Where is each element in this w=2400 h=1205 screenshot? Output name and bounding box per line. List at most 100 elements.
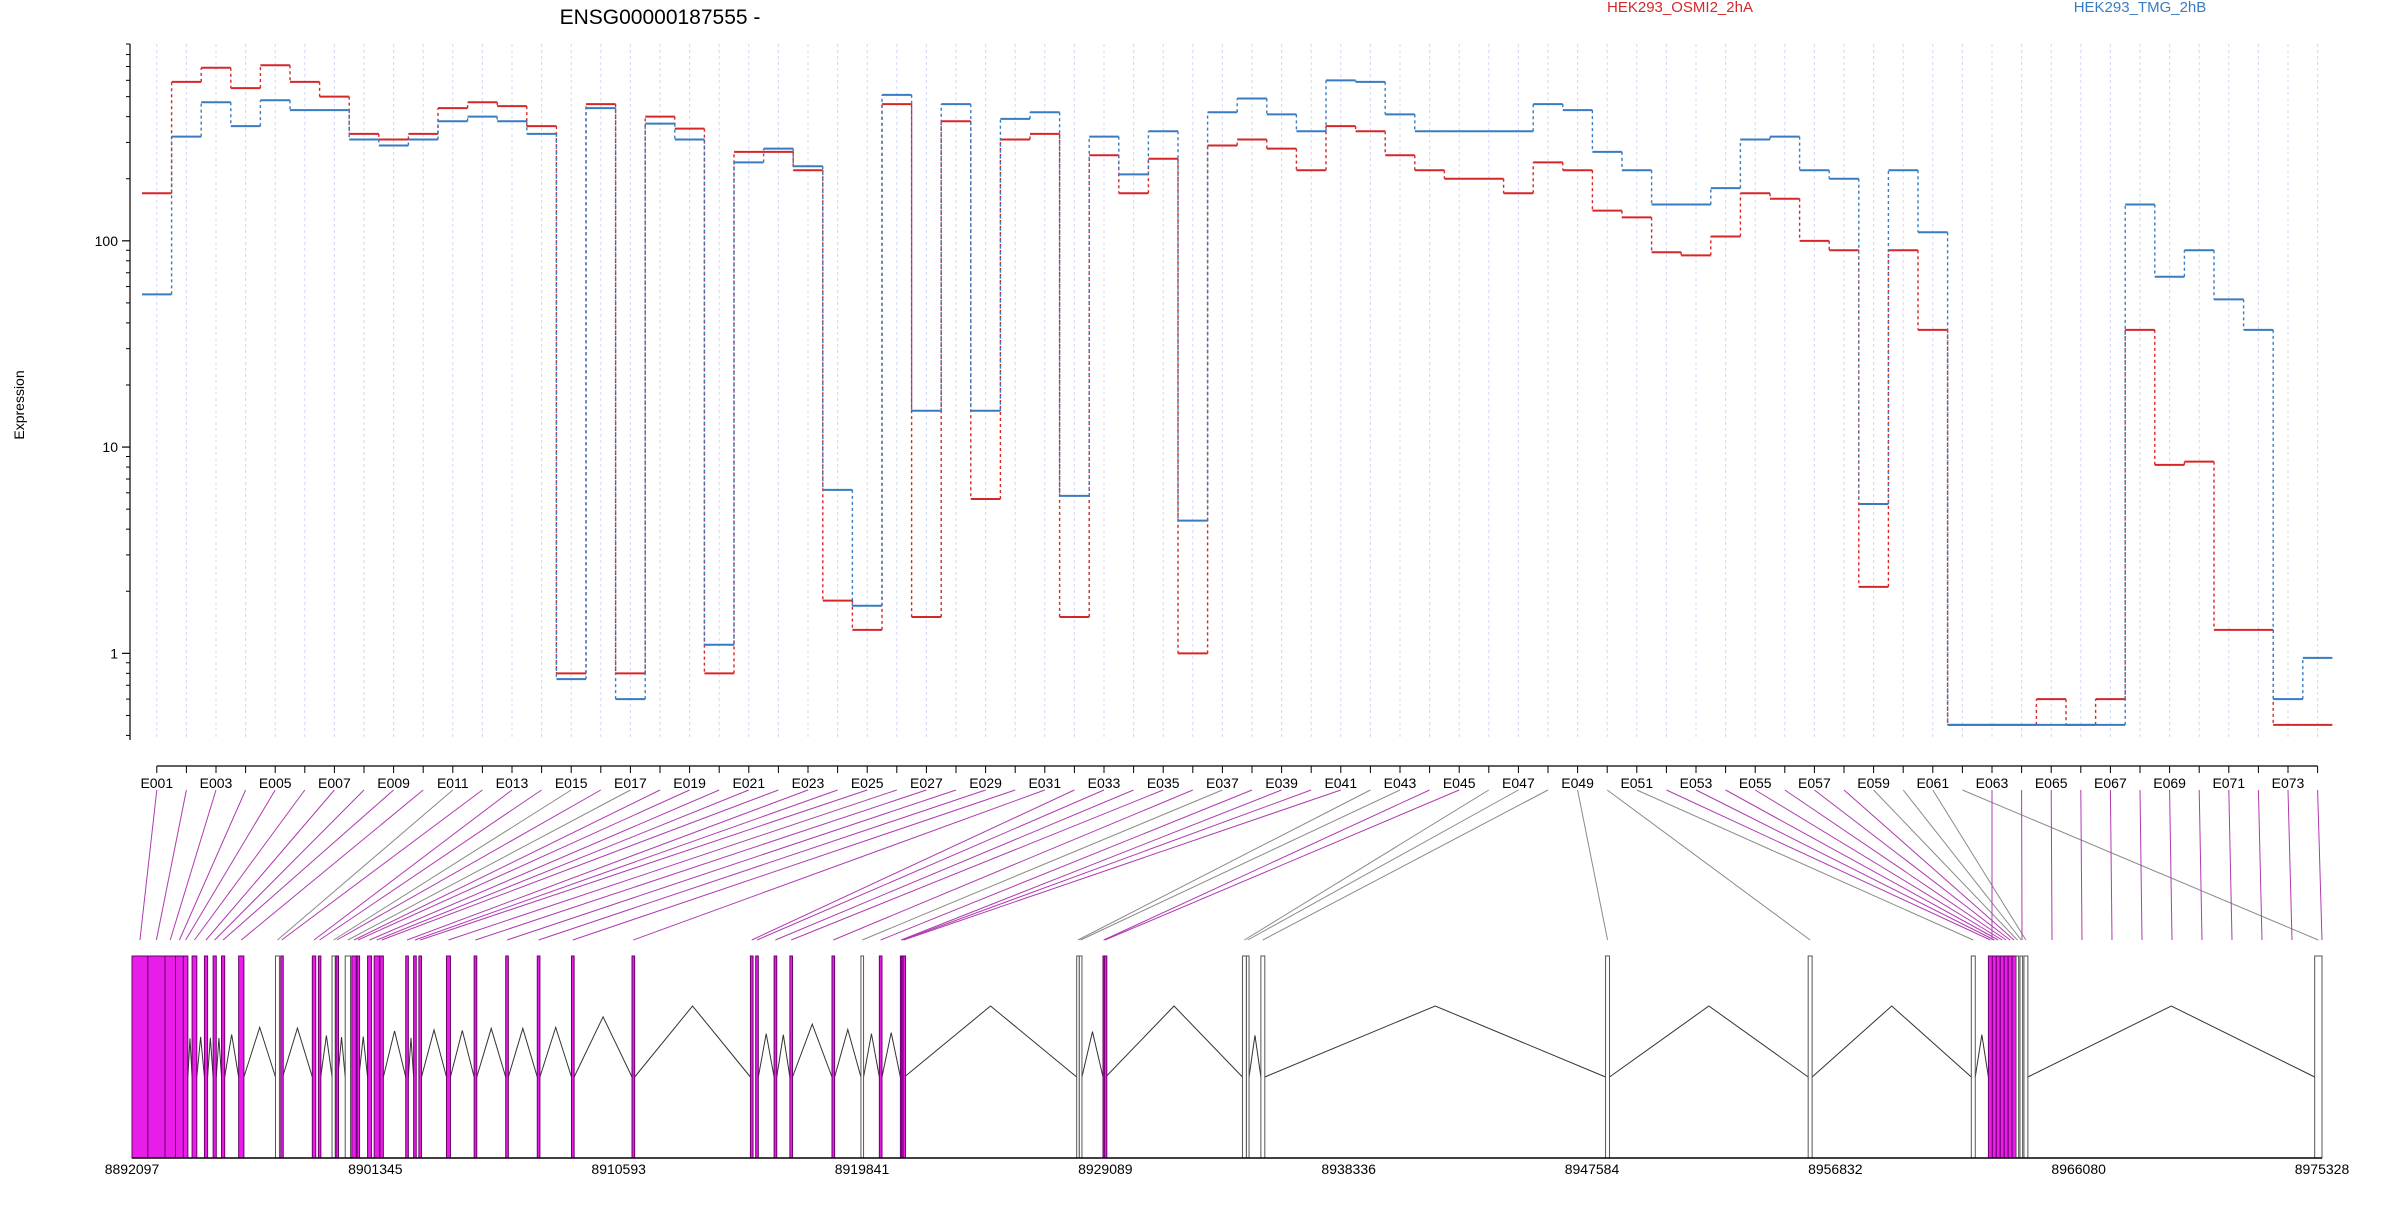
x-tick-label: E021 [732,775,765,791]
exon-E046 [1242,956,1246,1158]
x-tick-label: E017 [614,775,647,791]
exon-E037 [861,956,864,1158]
exon-E013 [312,956,315,1158]
exon-E001 [132,956,148,1158]
exon-E017 [345,956,350,1158]
exon-E016 [336,956,339,1158]
exon-E053 [1992,956,1996,1158]
exon-E024 [414,956,417,1158]
exon-E023 [406,956,409,1158]
exon-E010 [239,956,244,1158]
exon-E031 [632,956,635,1158]
exon-E020 [368,956,372,1158]
x-tick-label: E069 [2153,775,2186,791]
x-tick-label: E051 [1620,775,1653,791]
exon-E048 [1261,956,1265,1158]
exon-E062 [2315,956,2322,1158]
genomic-tick-label: 8919841 [835,1161,890,1177]
exon-E007 [204,956,207,1158]
genomic-tick-label: 8901345 [348,1161,403,1177]
x-tick-label: E031 [1028,775,1061,791]
exon-E041 [903,956,906,1158]
exon-E047 [1246,956,1249,1158]
exon-E021 [374,956,379,1158]
genomic-tick-label: 8910593 [591,1161,646,1177]
x-tick-label: E073 [2272,775,2305,791]
x-tick-label: E043 [1384,775,1417,791]
exon-E051 [1971,956,1975,1158]
x-tick-label: E041 [1324,775,1357,791]
exon-E050 [1808,956,1812,1158]
exon-E029 [537,956,540,1158]
x-tick-label: E053 [1680,775,1713,791]
exon-E060 [2020,956,2023,1158]
x-tick-label: E065 [2035,775,2068,791]
exon-E027 [474,956,477,1158]
exon-E018 [352,956,356,1158]
exon-E061 [2024,956,2028,1158]
exon-E059 [2016,956,2019,1158]
exon-E057 [2008,956,2012,1158]
x-tick-label: E015 [555,775,588,791]
x-tick-label: E027 [910,775,943,791]
genomic-tick-label: 8975328 [2295,1161,2350,1177]
x-tick-label: E013 [496,775,529,791]
x-tick-label: E029 [969,775,1002,791]
exon-E054 [1996,956,2000,1158]
x-tick-label: E063 [1976,775,2009,791]
exon-E049 [1606,956,1610,1158]
x-tick-label: E019 [673,775,706,791]
exon-E025 [419,956,422,1158]
exon-E035 [790,956,793,1158]
y-axis-label: Expression [11,370,27,439]
x-tick-label: E045 [1443,775,1476,791]
exon-E009 [222,956,225,1158]
x-tick-label: E057 [1798,775,1831,791]
exon-E004 [175,956,183,1158]
exon-E038 [879,956,882,1158]
genomic-tick-label: 8938336 [1321,1161,1376,1177]
x-tick-label: E055 [1739,775,1772,791]
exon-E030 [571,956,574,1158]
x-tick-label: E007 [318,775,351,791]
exon-E034 [774,956,777,1158]
x-tick-label: E009 [377,775,410,791]
x-tick-label: E061 [1916,775,1949,791]
exon-E014 [318,956,321,1158]
genomic-tick-label: 8929089 [1078,1161,1133,1177]
legend-entry-HEK293_TMG_2hB: HEK293_TMG_2hB [2074,0,2207,16]
exon-E005 [183,956,187,1158]
exon-E052 [1988,956,1992,1158]
x-tick-label: E023 [792,775,825,791]
x-tick-label: E035 [1147,775,1180,791]
legend-entry-HEK293_OSMI2_2hA: HEK293_OSMI2_2hA [1607,0,1753,16]
genomic-tick-label: 8892097 [105,1161,160,1177]
exon-E012 [281,956,284,1158]
x-tick-label: E049 [1561,775,1594,791]
exon-E055 [2000,956,2004,1158]
exon-E008 [213,956,216,1158]
x-tick-label: E067 [2094,775,2127,791]
x-tick-label: E003 [200,775,233,791]
exon-E026 [447,956,451,1158]
x-tick-label: E071 [2212,775,2245,791]
exon-E028 [506,956,509,1158]
x-tick-label: E039 [1265,775,1298,791]
x-tick-label: E001 [140,775,173,791]
chart-title: ENSG00000187555 - [560,6,761,29]
exon-E006 [192,956,197,1158]
exon-E036 [832,956,835,1158]
x-tick-label: E047 [1502,775,1535,791]
y-tick-label: 1 [110,645,118,661]
x-tick-label: E025 [851,775,884,791]
exon-E056 [2004,956,2008,1158]
exon-E043 [1079,956,1082,1158]
genomic-tick-label: 8966080 [2051,1161,2106,1177]
genomic-tick-label: 8947584 [1565,1161,1620,1177]
y-tick-label: 10 [102,439,118,455]
exon-E045 [1104,956,1107,1158]
genomic-tick-label: 8956832 [1808,1161,1863,1177]
exon-E033 [756,956,759,1158]
x-tick-label: E037 [1206,775,1239,791]
